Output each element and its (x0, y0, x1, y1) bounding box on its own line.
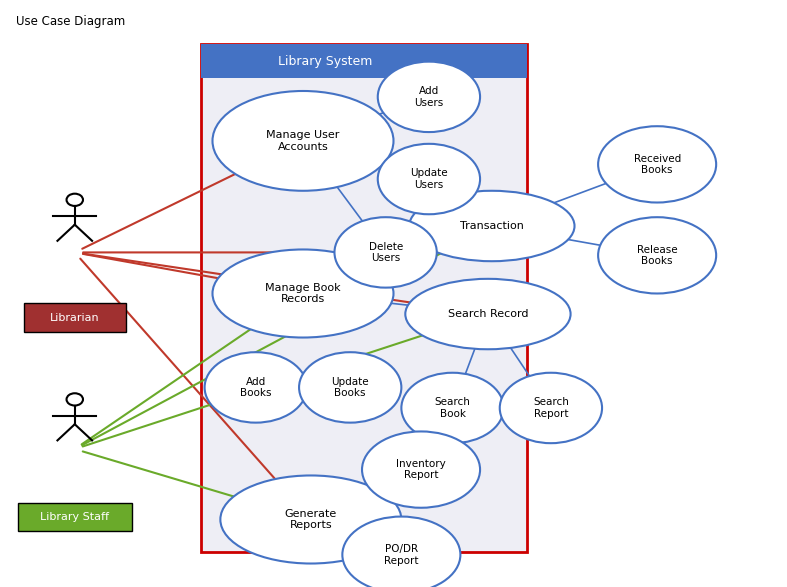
Text: Search
Report: Search Report (533, 397, 569, 419)
Text: PO/DR
Report: PO/DR Report (384, 544, 419, 565)
Ellipse shape (205, 352, 307, 423)
Text: Received
Books: Received Books (634, 154, 681, 175)
Ellipse shape (212, 249, 394, 338)
Ellipse shape (500, 373, 602, 443)
Text: Delete
Users: Delete Users (368, 242, 403, 263)
Ellipse shape (212, 91, 394, 191)
Text: Search
Book: Search Book (434, 397, 471, 419)
Ellipse shape (401, 373, 504, 443)
Ellipse shape (378, 62, 480, 132)
FancyBboxPatch shape (201, 44, 527, 552)
Text: Use Case Diagram: Use Case Diagram (16, 15, 125, 28)
FancyBboxPatch shape (24, 303, 126, 332)
Ellipse shape (67, 194, 83, 206)
Text: Librarian: Librarian (50, 312, 100, 323)
Ellipse shape (342, 517, 460, 587)
Ellipse shape (378, 144, 480, 214)
Text: Manage User
Accounts: Manage User Accounts (266, 130, 340, 151)
Text: Transaction: Transaction (460, 221, 524, 231)
Text: Manage Book
Records: Manage Book Records (265, 283, 341, 304)
Ellipse shape (67, 393, 83, 406)
Text: Add
Users: Add Users (414, 86, 444, 107)
Text: Update
Books: Update Books (331, 377, 369, 398)
Ellipse shape (409, 191, 575, 261)
Ellipse shape (405, 279, 571, 349)
Text: Update
Users: Update Users (410, 168, 448, 190)
FancyBboxPatch shape (18, 503, 131, 531)
Text: Release
Books: Release Books (637, 245, 678, 266)
Ellipse shape (334, 217, 437, 288)
Ellipse shape (598, 217, 716, 294)
Ellipse shape (220, 475, 401, 564)
Ellipse shape (598, 126, 716, 203)
Text: Library System: Library System (278, 55, 372, 68)
Text: Inventory
Report: Inventory Report (396, 459, 446, 480)
Text: Search Record: Search Record (448, 309, 528, 319)
Ellipse shape (362, 431, 480, 508)
Text: Generate
Reports: Generate Reports (285, 509, 337, 530)
Ellipse shape (299, 352, 401, 423)
Text: Library Staff: Library Staff (40, 512, 109, 522)
Text: Add
Books: Add Books (240, 377, 272, 398)
FancyBboxPatch shape (201, 44, 527, 78)
